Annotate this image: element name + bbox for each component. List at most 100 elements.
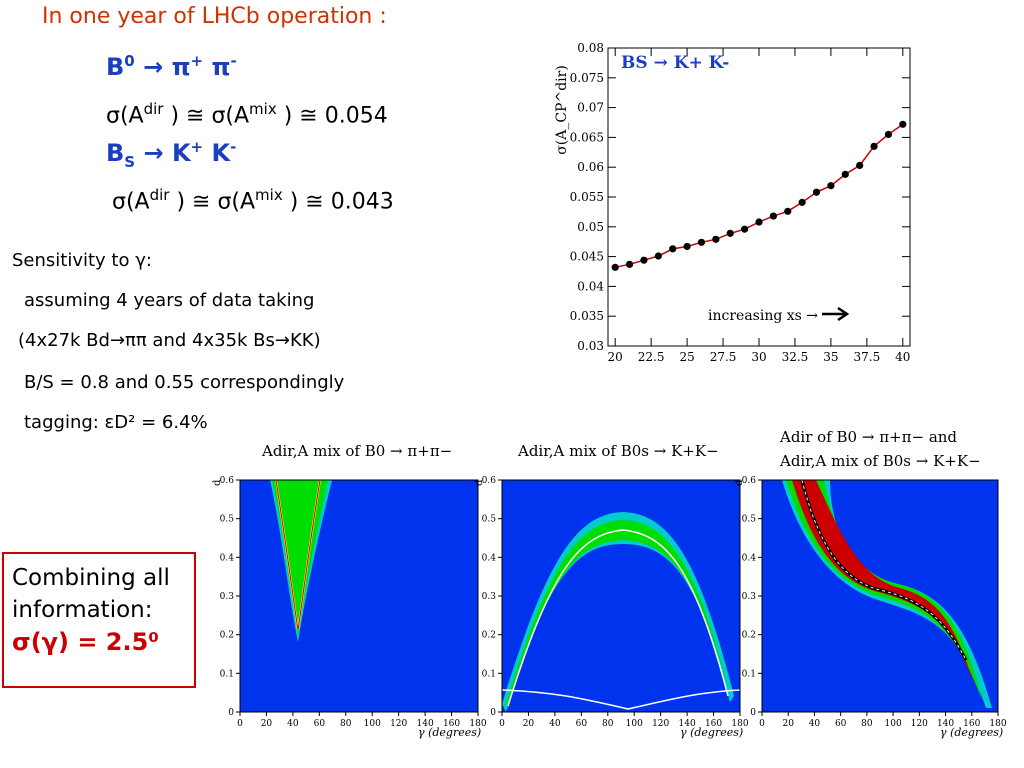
b0-particle: B (106, 53, 125, 81)
heatmap1-xlabel: γ (degrees) (418, 726, 481, 739)
heatmap-ytick-label: 0 (228, 708, 234, 718)
heatmap-xtick-label: 0 (499, 719, 505, 729)
heatmap-ytick-label: 0.4 (220, 553, 235, 563)
heatmap-xtick-label: 180 (469, 719, 486, 729)
f2-close2: ) (289, 189, 299, 215)
heatmap-b0-pipi: Adir,A mix of B0 → π+π− 0 20 40 60 80 100 120 1… (212, 442, 486, 739)
heatmap1-band (270, 479, 332, 642)
bs-sub: S (124, 152, 136, 171)
b0-sup: 0 (124, 52, 135, 70)
scatter-point (899, 120, 907, 128)
sensitivity-line-4: tagging: εD² = 6.4% (24, 412, 208, 433)
heatmap2-title: Adir,A mix of B0s → K+K− (517, 442, 719, 460)
b0-minus: - (230, 52, 237, 70)
heatmap-xtick-label: 20 (782, 719, 794, 729)
annotation-arrow-icon (822, 306, 850, 322)
heatmap-xtick-label: 160 (705, 719, 722, 729)
heatmap-ytick-label: 0.5 (742, 515, 757, 525)
f1-close1: ) (170, 103, 180, 129)
b0-sensitivity-formula: σ(Adir ) ≅ σ(Amix ) ≅ 0.054 (106, 100, 388, 128)
b0-arrow: → (143, 53, 164, 81)
heatmap-ytick-label: 0.2 (742, 631, 756, 641)
scatter-point (769, 212, 777, 220)
b0-decay-heading: B0 → π+ π- (106, 52, 237, 81)
scatter-xtick-label: 35 (823, 350, 838, 364)
heatmap-ytick-label: 0.4 (742, 553, 757, 563)
scatter-point (712, 235, 720, 243)
slide-title: In one year of LHCb operation : (42, 4, 387, 29)
heatmap-xtick-label: 140 (679, 719, 696, 729)
heatmap-xtick-label: 80 (340, 719, 352, 729)
heatmap-ytick-label: 0.3 (220, 592, 235, 602)
heatmap1-ylabel: d (212, 479, 223, 486)
heatmap-xtick-label: 80 (602, 719, 614, 729)
b0-plus: + (190, 52, 204, 70)
f1-close2: ) (283, 103, 293, 129)
scatter-xtick-label: 30 (751, 350, 766, 364)
scatter-xtick-label: 20 (608, 350, 623, 364)
heatmap3-xlabel: γ (degrees) (940, 726, 1003, 739)
combine-line-2: information: (12, 597, 153, 623)
f2-sigma1: σ(A (112, 189, 150, 215)
heatmap3-band (782, 479, 992, 708)
heatmap-xtick-label: 60 (576, 719, 588, 729)
f2-sigma2: σ(A (217, 189, 256, 215)
f1-approx1: ≅ (186, 103, 205, 129)
f1-sigma2: σ(A (211, 103, 250, 129)
heatmap2-xlabel: γ (degrees) (680, 726, 743, 739)
bs-decay-heading: BS → K+ K- (106, 138, 236, 171)
f2-approx2: ≅ (305, 189, 324, 215)
f2-close1: ) (176, 189, 186, 215)
f2-approx1: ≅ (192, 189, 211, 215)
scatter-point (827, 182, 835, 190)
scatter-xtick-label: 37.5 (853, 350, 880, 364)
heatmap-ytick-label: 0.1 (220, 669, 234, 679)
scatter-xtick-label: 40 (895, 350, 910, 364)
scatter-xtick-label: 22.5 (638, 350, 665, 364)
heatmap-xtick-label: 140 (937, 719, 954, 729)
heatmap-xtick-label: 100 (364, 719, 381, 729)
scatter-point (870, 142, 878, 150)
scatter-point (784, 207, 792, 215)
heatmap-xtick-label: 160 (963, 719, 980, 729)
heatmap-ytick-label: 0.6 (220, 476, 235, 486)
heatmap-ytick-label: 0.3 (742, 592, 757, 602)
scatter-point (812, 188, 821, 196)
f1-dir: dir (143, 100, 164, 118)
heatmap-ytick-label: 0 (750, 708, 756, 718)
heatmap-ytick-label: 0.5 (482, 515, 497, 525)
heatmap-xtick-label: 20 (261, 719, 273, 729)
heatmap-ytick-label: 0.5 (220, 515, 235, 525)
scatter-xtick-label: 32.5 (782, 350, 809, 364)
scatter-plot-frame (607, 47, 911, 347)
scatter-point (726, 229, 734, 237)
combined-result-box: Combining all information: σ(γ) = 2.5⁰ (2, 552, 196, 688)
scatter-point (741, 225, 749, 233)
scatter-ytick-label: 0.04 (577, 279, 604, 293)
scatter-ytick-label: 0.05 (577, 220, 604, 234)
scatter-point (683, 242, 691, 251)
combine-line-1: Combining all (12, 565, 170, 591)
scatter-xtick-label: 25 (679, 350, 694, 364)
scatter-ytick-label: 0.06 (577, 160, 604, 174)
scatter-point (625, 260, 634, 268)
heatmap-xtick-label: 40 (287, 719, 299, 729)
scatter-ytick-label: 0.03 (577, 339, 604, 353)
bs-k2: K (211, 139, 231, 167)
heatmap-xtick-label: 120 (652, 719, 669, 729)
bs-plus: + (190, 138, 204, 156)
sensitivity-line-1: assuming 4 years of data taking (24, 290, 315, 311)
sensitivity-line-3: B/S = 0.8 and 0.55 correspondingly (24, 372, 345, 393)
scatter-ytick-label: 0.065 (570, 130, 604, 144)
heatmap-xtick-label: 20 (523, 719, 535, 729)
heatmap-ytick-label: 0.4 (482, 553, 497, 563)
heatmap2-band (501, 512, 741, 712)
sensitivity-line-2: (4x27k Bd→ππ and 4x35k Bs→KK) (18, 330, 321, 351)
bs-sensitivity-formula: σ(Adir ) ≅ σ(Amix ) ≅ 0.043 (112, 186, 394, 214)
scatter-point (611, 263, 619, 271)
b0-pi2: π (211, 53, 231, 81)
sensitivity-heading: Sensitivity to γ: (12, 250, 152, 271)
heatmap-ytick-label: 0.2 (220, 631, 234, 641)
heatmap3-title-line1: Adir of B0 → π+π− and (779, 428, 957, 446)
bs-particle: B (106, 139, 125, 167)
